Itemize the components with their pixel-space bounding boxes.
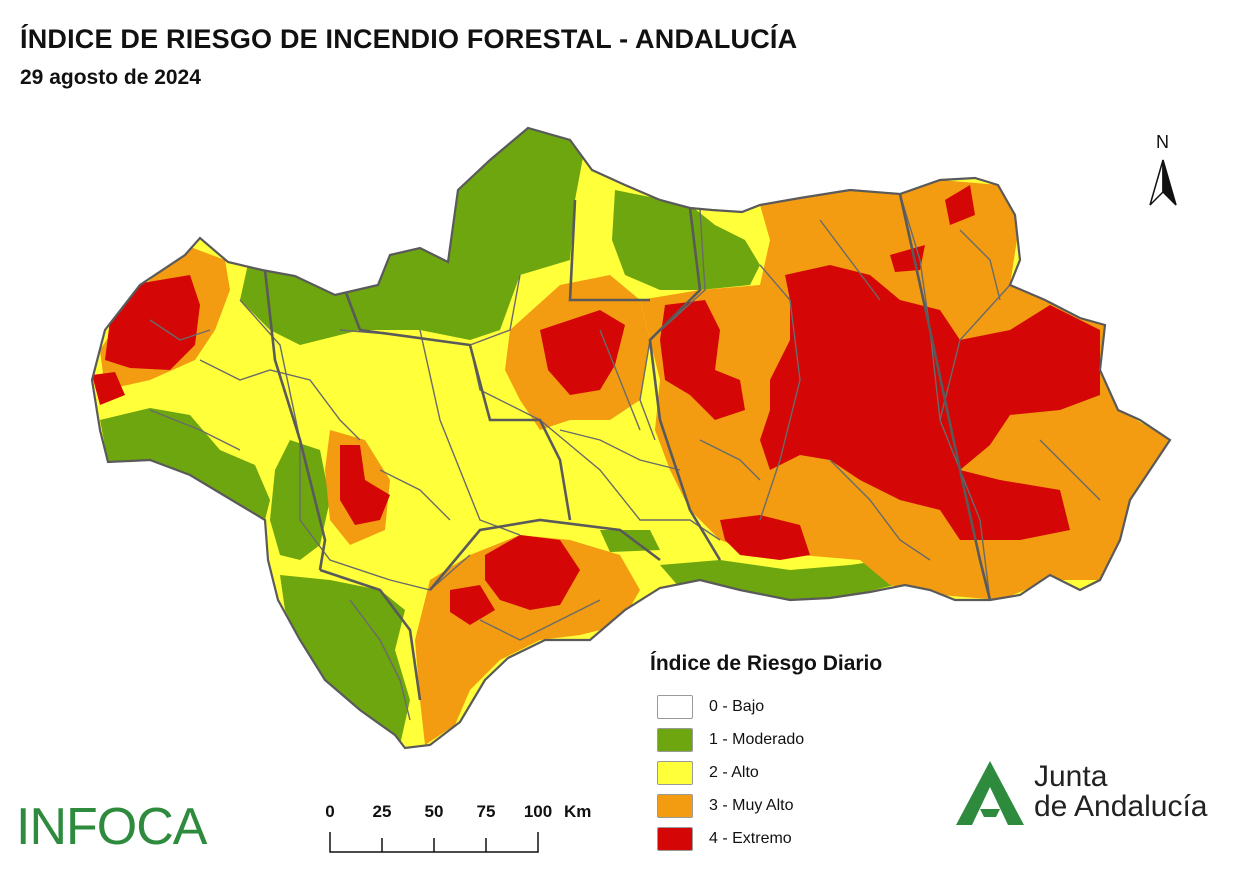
scale-tick-75: 75: [476, 802, 496, 821]
zone-moderado-jaen: [612, 190, 760, 290]
legend-item-moderado: 1 - Moderado: [657, 723, 882, 756]
zone-extremo-northeast: [945, 185, 975, 225]
legend: Índice de Riesgo Diario 0 - Bajo 1 - Mod…: [650, 652, 882, 855]
zone-extremo-east: [760, 265, 1100, 540]
infoca-logo: INFOCA: [16, 798, 207, 856]
legend-label-extremo: 4 - Extremo: [709, 829, 792, 847]
scale-bar-graphic: [329, 832, 539, 853]
legend-title: Índice de Riesgo Diario: [650, 652, 883, 675]
legend-item-bajo: 0 - Bajo: [657, 690, 882, 723]
zone-moderado-huelva-coast: [100, 408, 270, 520]
zone-moderado-small: [600, 530, 660, 552]
zone-moderado-cadiz: [280, 575, 410, 745]
junta-de-andalucia-emblem-icon: [956, 761, 1024, 825]
legend-label-alto: 2 - Alto: [709, 763, 759, 781]
legend-swatch-alto: [657, 760, 693, 785]
zone-extremo-malaga: [485, 535, 580, 610]
zone-moderado-coast: [660, 560, 895, 600]
legend-swatch-moderado: [657, 727, 693, 752]
junta-text-line2: de Andalucía: [1034, 790, 1208, 823]
zone-extremo-huelva-2: [92, 372, 125, 405]
scale-tick-50: 50: [424, 802, 444, 821]
scale-tick-0: 0: [325, 802, 335, 821]
junta-text-line1: Junta: [1034, 760, 1108, 793]
scale-tick-100: 100: [523, 802, 553, 821]
legend-swatch-muy-alto: [657, 793, 693, 818]
legend-item-extremo: 4 - Extremo: [657, 822, 882, 855]
zone-extremo-cordoba: [540, 310, 625, 395]
scale-unit: Km: [564, 802, 592, 821]
legend-swatch-extremo: [657, 826, 693, 851]
province-boundaries: [263, 193, 992, 701]
legend-item-muy-alto: 3 - Muy Alto: [657, 789, 882, 822]
map-title: ÍNDICE DE RIESGO DE INCENDIO FORESTAL - …: [20, 24, 798, 54]
legend-label-muy-alto: 3 - Muy Alto: [709, 796, 794, 814]
zone-extremo-malaga-2: [450, 585, 495, 625]
legend-label-bajo: 0 - Bajo: [709, 697, 765, 715]
north-arrow-icon: [1149, 159, 1177, 206]
legend-swatch-bajo: [657, 694, 693, 719]
scale-tick-25: 25: [372, 802, 392, 821]
north-label: N: [1156, 132, 1169, 152]
legend-item-alto: 2 - Alto: [657, 756, 882, 789]
legend-label-moderado: 1 - Moderado: [709, 730, 805, 748]
map-date: 29 agosto de 2024: [20, 66, 201, 89]
zone-extremo-granada-coast: [720, 515, 810, 560]
zone-extremo-sevilla: [340, 445, 390, 525]
scale-bar: 0 25 50 75 100 Km: [320, 800, 610, 860]
zone-extremo-jaen-west: [660, 300, 745, 420]
